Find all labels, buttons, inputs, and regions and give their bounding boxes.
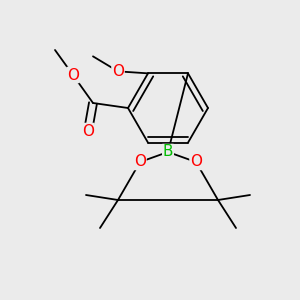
Text: O: O — [190, 154, 202, 169]
Text: O: O — [134, 154, 146, 169]
Text: O: O — [67, 68, 79, 82]
Text: O: O — [82, 124, 94, 139]
Text: B: B — [163, 145, 173, 160]
Text: O: O — [112, 64, 124, 79]
